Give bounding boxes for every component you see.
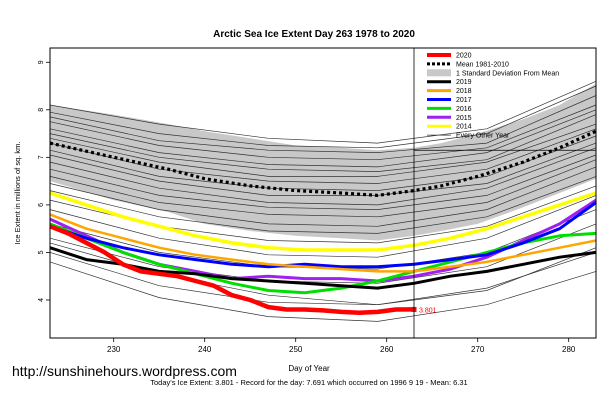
- other-year-line: [49, 247, 597, 306]
- legend-entry: 2018: [427, 88, 472, 95]
- highlighted-series: 3.801: [49, 191, 597, 316]
- legend-entry: Mean 1981-2010: [427, 61, 509, 68]
- x-tick-label: 260: [380, 345, 394, 354]
- other-year-line: [49, 176, 597, 234]
- y-tick-label: 5: [38, 250, 45, 254]
- legend-entry: 2017: [427, 97, 472, 104]
- other-year-line: [49, 123, 597, 177]
- series-line-2020: [49, 224, 415, 316]
- other-year-line: [49, 85, 597, 149]
- y-tick-label: 4: [38, 298, 45, 302]
- legend-label: 1 Standard Deviation From Mean: [456, 70, 559, 77]
- legend-label: 2017: [456, 97, 472, 104]
- legend-entry: 1 Standard Deviation From Mean: [427, 69, 559, 77]
- x-tick-label: 230: [107, 345, 121, 354]
- watermark-url: http://sunshinehours.wordpress.com: [12, 363, 237, 379]
- other-year-line: [49, 135, 597, 191]
- legend-entry: 2020: [427, 53, 472, 60]
- legend-label: 2020: [456, 53, 472, 60]
- y-tick-label: 9: [38, 60, 45, 64]
- y-tick-label: 6: [38, 203, 45, 207]
- other-year-line: [49, 109, 597, 168]
- y-axis-label: Ice Extent in millions of sq. km.: [13, 142, 22, 245]
- series-end-label-2020: 3.801: [419, 307, 437, 314]
- other-year-line: [49, 147, 597, 206]
- y-tick-label: 7: [38, 155, 45, 159]
- plot-border: [49, 47, 597, 339]
- other-year-line: [49, 128, 597, 184]
- legend-label: 2016: [456, 106, 472, 113]
- x-tick-label: 280: [562, 345, 576, 354]
- legend-label: Mean 1981-2010: [456, 61, 509, 68]
- std-deviation-band: [50, 83, 596, 241]
- series-line-2014: [49, 191, 597, 252]
- other-year-line: [49, 142, 597, 196]
- series-line-2019: [49, 246, 597, 290]
- other-year-line: [49, 95, 597, 153]
- legend-entry: 2015: [427, 115, 472, 122]
- legend-entry: 2019: [427, 79, 472, 86]
- legend-label: 2015: [456, 115, 472, 122]
- y-tick-label: 8: [38, 108, 45, 112]
- legend-entry: Every Other Year: [427, 133, 510, 140]
- legend-entry: 2016: [427, 106, 472, 113]
- other-year-line: [49, 114, 597, 172]
- legend-label: 2018: [456, 88, 472, 95]
- series-line-2018: [49, 213, 597, 273]
- other-year-line: [49, 159, 597, 218]
- other-year-line: [49, 104, 597, 161]
- mean-line: [49, 129, 597, 198]
- other-year-line: [49, 166, 597, 227]
- std-band-area: [50, 83, 596, 241]
- x-tick-label: 270: [471, 345, 485, 354]
- mean-1981-2010-line: [49, 129, 597, 198]
- legend-label: 2019: [456, 79, 472, 86]
- other-years-lines: [49, 80, 597, 322]
- series-line-2017: [49, 201, 597, 269]
- x-tick-label: 240: [198, 345, 212, 354]
- axes: 230 240 250 260 270 280 4 5 6 7 8 9: [38, 48, 596, 354]
- legend-label: 2014: [456, 124, 472, 131]
- other-year-line: [49, 80, 597, 144]
- legend-label: Every Other Year: [456, 133, 510, 140]
- x-tick-label: 250: [289, 345, 303, 354]
- footer-stats: Today's Ice Extent: 3.801 - Record for t…: [150, 378, 467, 387]
- x-axis-label: Day of Year: [288, 364, 330, 373]
- legend-swatch: [427, 69, 451, 77]
- other-year-line: [49, 242, 597, 306]
- other-year-line: [49, 261, 597, 322]
- other-year-line: [49, 154, 597, 210]
- chart-title: Arctic Sea Ice Extent Day 263 1978 to 20…: [213, 29, 415, 40]
- other-year-line: [49, 195, 597, 258]
- legend-entry: 2014: [427, 124, 472, 131]
